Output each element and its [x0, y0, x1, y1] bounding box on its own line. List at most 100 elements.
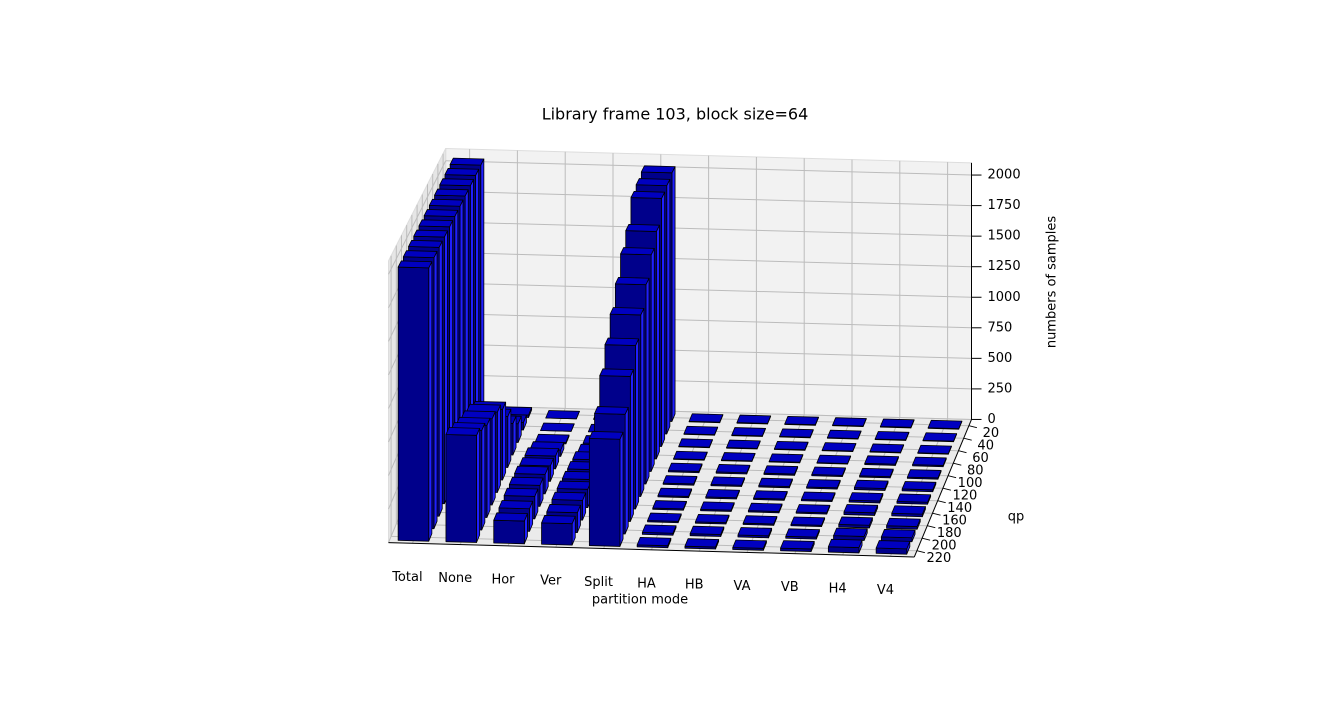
- bar: [732, 539, 767, 551]
- bar: [922, 432, 958, 443]
- bar-top: [540, 422, 575, 432]
- bar-top: [604, 337, 640, 346]
- x-tick-label: Total: [391, 570, 422, 585]
- bar-top: [848, 492, 884, 502]
- bar: [880, 529, 916, 543]
- y-tick: [916, 550, 926, 554]
- x-tick-label: VB: [781, 580, 799, 595]
- bar: [875, 540, 911, 555]
- bar: [710, 476, 746, 487]
- y-tick-label: 20: [983, 426, 1000, 441]
- bar-top: [551, 491, 587, 501]
- bar: [737, 527, 773, 539]
- z-tick-label: 2000: [988, 168, 1021, 183]
- bar-top: [657, 487, 693, 497]
- bar-top: [630, 190, 666, 199]
- bar: [906, 469, 942, 480]
- bar-front: [493, 519, 525, 545]
- bar: [795, 504, 831, 515]
- bar-top: [594, 406, 629, 415]
- bar-top: [694, 513, 730, 524]
- x-tick-label: Split: [584, 575, 613, 590]
- bar: [853, 479, 889, 491]
- bar-top: [790, 516, 826, 526]
- bar-top: [917, 444, 952, 454]
- bar-top: [906, 469, 942, 479]
- bar-top: [779, 428, 814, 438]
- bar-top: [922, 432, 958, 442]
- bar-top: [519, 457, 554, 467]
- bar-top: [609, 307, 645, 316]
- bar-top: [636, 536, 672, 547]
- bar-side: [438, 240, 443, 517]
- y-tick: [927, 525, 936, 529]
- x-tick-label: H4: [829, 582, 847, 597]
- bar-top: [821, 442, 857, 452]
- z-tick-label: 750: [988, 320, 1013, 335]
- bar: [641, 524, 677, 536]
- bar: [678, 438, 713, 449]
- bar-top: [896, 493, 932, 503]
- bar: [688, 413, 724, 424]
- bar: [927, 419, 963, 430]
- bar: [779, 428, 814, 439]
- bar-top: [806, 479, 841, 489]
- bar: [588, 431, 624, 547]
- z-tick-label: 1000: [988, 290, 1021, 305]
- bar-top: [614, 276, 650, 286]
- bar-top: [493, 512, 528, 522]
- bar-top: [418, 219, 454, 228]
- x-tick-label: Ver: [540, 574, 562, 589]
- bar: [869, 443, 905, 454]
- y-tick-label: 160: [942, 514, 967, 529]
- bar-top: [683, 425, 719, 435]
- bar-top: [927, 419, 963, 430]
- bar-top: [768, 453, 804, 463]
- x-tick-label: VA: [734, 579, 751, 594]
- bar-top: [444, 168, 480, 176]
- bar-top: [534, 433, 570, 443]
- z-tick-label: 250: [988, 381, 1013, 396]
- bar-front: [588, 437, 621, 547]
- y-axis-label: qp: [1008, 510, 1025, 525]
- bar-top: [652, 500, 687, 510]
- y-tick-label: 80: [967, 464, 984, 479]
- y-tick-label: 100: [958, 476, 983, 491]
- y-tick: [921, 537, 931, 541]
- bar-side: [619, 431, 624, 547]
- bar-top: [737, 527, 773, 537]
- bar-top: [688, 413, 724, 423]
- bar: [541, 515, 576, 546]
- z-tick-label: 1750: [988, 198, 1021, 213]
- bar-side: [640, 307, 645, 497]
- bar: [662, 475, 698, 486]
- bar-top: [498, 500, 534, 510]
- bar-top: [684, 538, 720, 548]
- bar-top: [588, 431, 624, 440]
- bar: [720, 452, 756, 462]
- bar-top: [800, 491, 836, 501]
- bar-side: [480, 158, 485, 417]
- bar-top: [736, 414, 772, 424]
- bar: [493, 512, 528, 545]
- bar: [705, 488, 740, 500]
- bar: [684, 538, 720, 550]
- y-tick: [958, 450, 967, 454]
- bar-top: [886, 517, 921, 527]
- bar-top: [524, 447, 560, 457]
- bar-front: [397, 266, 430, 542]
- bar-top: [413, 229, 448, 238]
- bar-side: [666, 178, 671, 435]
- y-tick-label: 220: [926, 551, 951, 566]
- bar-top: [620, 247, 655, 256]
- y-tick: [937, 500, 946, 504]
- bar-top: [780, 540, 815, 550]
- bar-top: [732, 539, 767, 549]
- bar-top: [705, 488, 740, 499]
- axis-line: [388, 542, 915, 558]
- bar: [891, 505, 926, 518]
- bar-side: [645, 277, 650, 485]
- bar-top: [901, 481, 937, 491]
- bar: [700, 501, 735, 512]
